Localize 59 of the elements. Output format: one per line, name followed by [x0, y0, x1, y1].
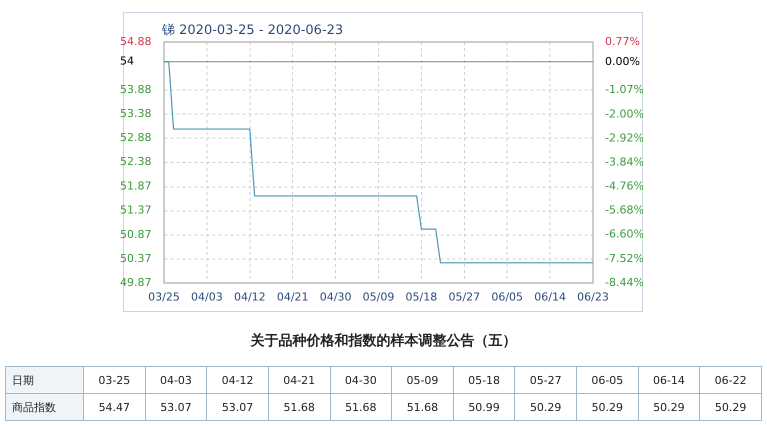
- category-label: 04-30: [330, 366, 392, 394]
- data-label: 50.29: [514, 394, 576, 420]
- data-label: 53.07: [206, 394, 268, 420]
- x-tick-label: 06/05: [491, 290, 524, 304]
- y-tick-label: 53.38: [120, 107, 152, 120]
- x-tick-label: 04/12: [234, 290, 266, 304]
- y-tick-label: 51.37: [120, 204, 152, 217]
- category-label: 06-05: [576, 366, 638, 394]
- data-label: 50.29: [700, 394, 762, 420]
- y-tick-label: 52.38: [120, 155, 152, 168]
- data-label: 50.99: [453, 394, 515, 420]
- data-label: 51.68: [392, 394, 454, 420]
- category-label: 06-22: [700, 366, 762, 394]
- y-tick-label: 50.87: [120, 228, 152, 241]
- y-tick-label: 52.88: [120, 131, 152, 144]
- y2-tick-label: 0.77%: [605, 34, 640, 48]
- x-tick-label: 06/14: [534, 290, 566, 304]
- y2-tick-label: -3.84%: [605, 155, 644, 168]
- y-tick-label: 54: [120, 54, 134, 68]
- y2-tick-label: -2.00%: [605, 107, 644, 120]
- x-tick-label: 05/18: [406, 290, 438, 304]
- category-label: 05-27: [514, 366, 576, 394]
- text: 关于品种价格和指数的样本调整公告（五）: [249, 332, 518, 350]
- x-tick-label: 04/21: [276, 290, 309, 304]
- data-label: 50.29: [638, 394, 700, 420]
- y-tick-label: 54.88: [120, 34, 152, 48]
- y2-tick-label: -4.76%: [605, 180, 644, 193]
- category-label: 04-12: [206, 366, 268, 394]
- y-tick-label: 49.87: [120, 276, 152, 289]
- y2-tick-label: -1.07%: [605, 83, 644, 96]
- x-tick-label: 04/03: [191, 290, 223, 304]
- x-tick-label: 05/09: [362, 290, 394, 304]
- y2-tick-label: -2.92%: [605, 131, 644, 144]
- category-label: 05-09: [392, 366, 454, 394]
- data-label: 53.07: [145, 394, 207, 420]
- chart-title: 锑 2020-03-25 - 2020-06-23: [161, 23, 344, 38]
- data-label: 51.68: [330, 394, 392, 420]
- category-label: 05-18: [453, 366, 515, 394]
- x-tick-label: 04/30: [320, 290, 352, 304]
- y-tick-label: 51.87: [120, 180, 152, 193]
- category-label: 04-03: [145, 366, 207, 394]
- y2-tick-label: -5.68%: [605, 204, 644, 217]
- category-label: 04-21: [268, 366, 330, 394]
- data-label: 54.47: [84, 394, 146, 420]
- y2-tick-label: -8.44%: [605, 276, 644, 289]
- y2-tick-label: -6.60%: [605, 228, 644, 241]
- text: 商品指数: [6, 394, 84, 420]
- category-label: 06-14: [638, 366, 700, 394]
- category-label: 03-25: [84, 366, 146, 394]
- y2-tick-label: 0.00%: [605, 55, 640, 68]
- y-tick-label: 50.37: [120, 252, 152, 265]
- x-tick-label: 03/25: [148, 290, 180, 304]
- data-label: 50.29: [576, 394, 638, 420]
- data-label: 51.68: [268, 394, 330, 420]
- y2-tick-label: -7.52%: [605, 252, 644, 265]
- y-tick-label: 53.88: [120, 82, 152, 96]
- text: 日期: [6, 366, 84, 394]
- x-tick-label: 06/23: [577, 290, 609, 304]
- x-tick-label: 05/27: [448, 290, 480, 304]
